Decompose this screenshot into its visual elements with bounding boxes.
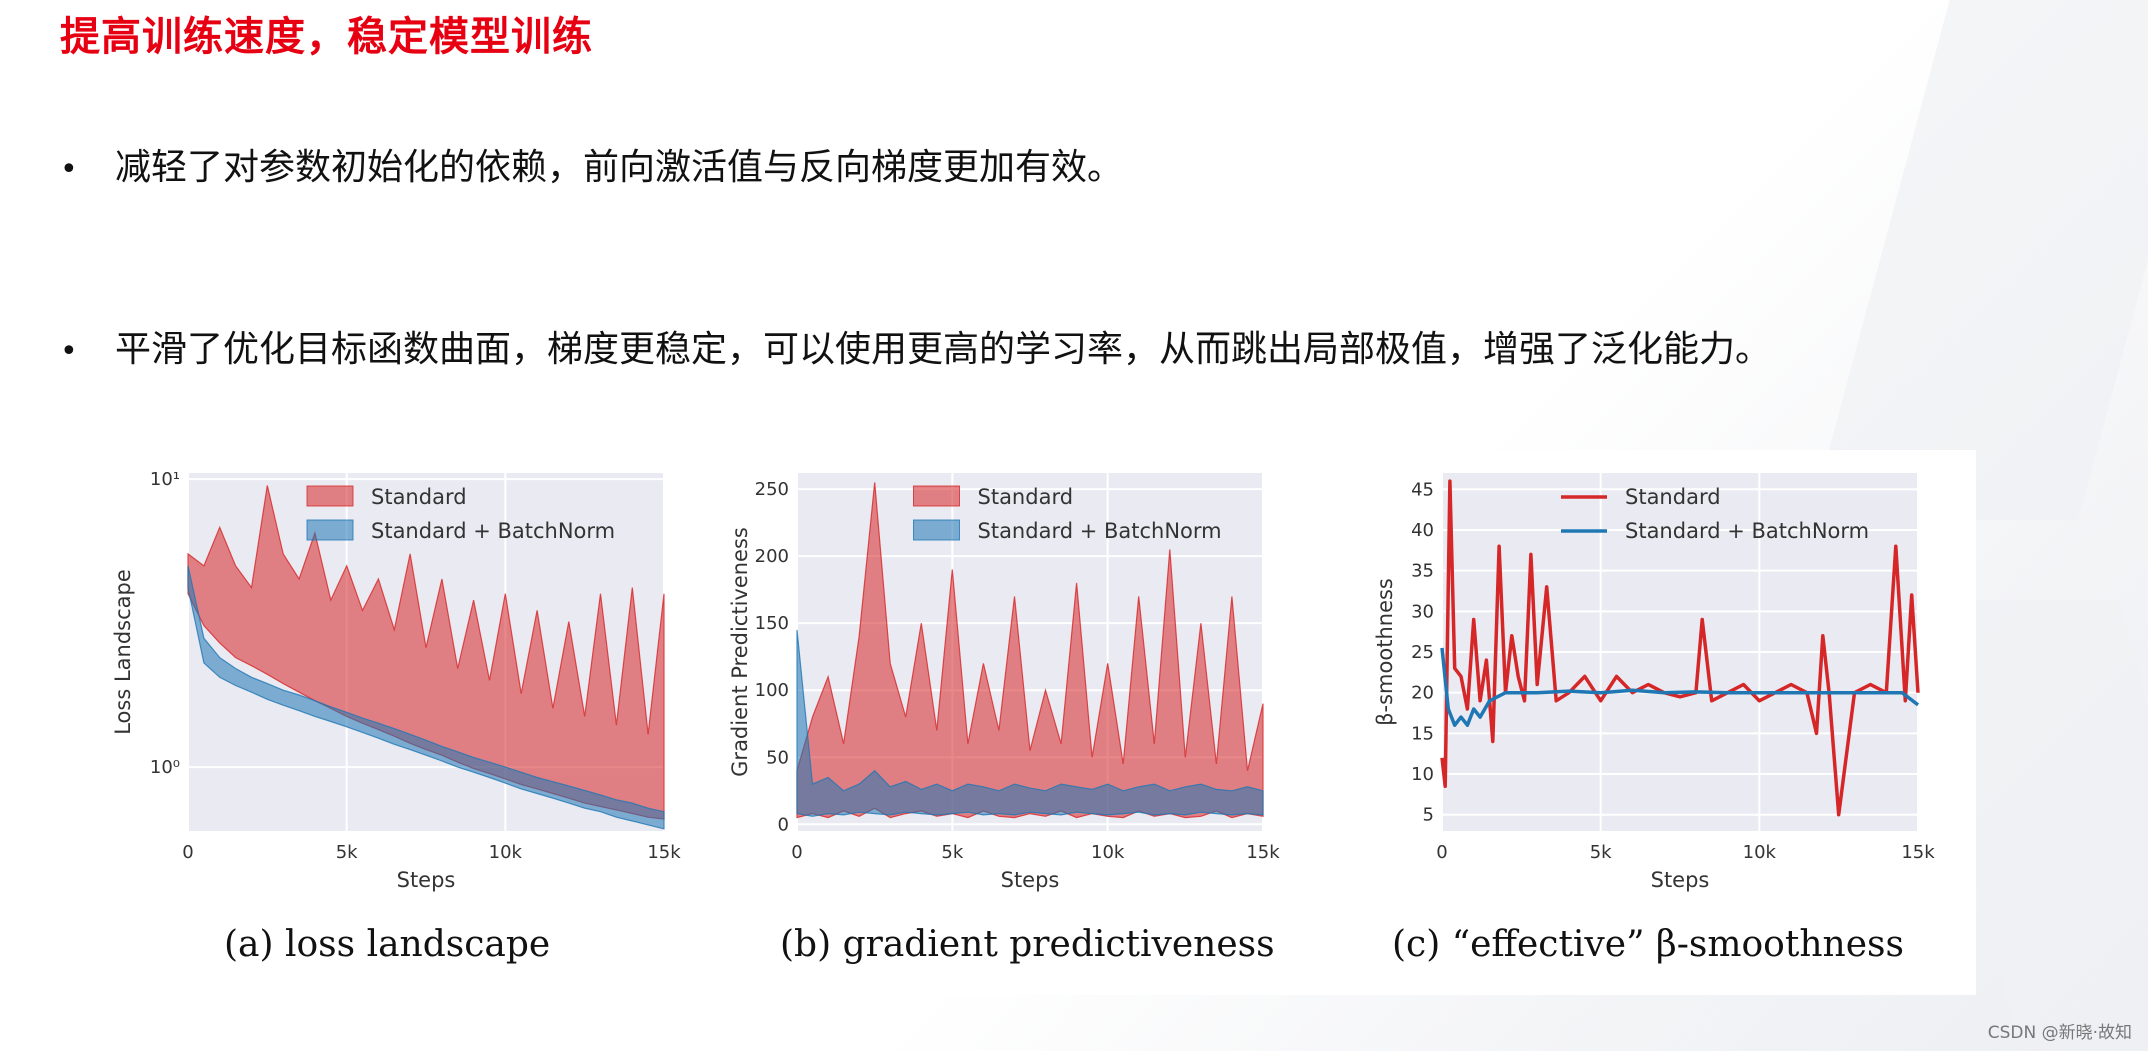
y-tick-label: 50 <box>766 747 789 768</box>
y-tick-label: 15 <box>1411 723 1434 744</box>
x-tick-label: 5k <box>336 842 358 863</box>
series-area-batchnorm <box>187 565 665 830</box>
bullet-point-1: • 减轻了对参数初始化的依赖，前向激活值与反向梯度更加有效。 <box>60 138 1123 190</box>
y-tick-label: 250 <box>755 479 789 500</box>
y-axis-label: Gradient Predictiveness <box>728 527 752 777</box>
x-tick-label: 10k <box>1091 842 1125 863</box>
y-tick-label: 0 <box>778 814 789 835</box>
series-area-standard <box>796 482 1264 819</box>
legend-label: Standard <box>371 485 467 509</box>
y-tick-label: 10⁰ <box>150 757 180 778</box>
background-shape <box>1810 0 2148 520</box>
y-tick-label: 35 <box>1411 561 1434 582</box>
legend-swatch <box>306 519 354 541</box>
legend-swatch <box>913 485 960 507</box>
y-tick-label: 150 <box>755 613 789 634</box>
series-line-batchnorm <box>1440 647 1920 727</box>
chart-beta-smoothness: 0 5k 10k 15k 5 10 15 20 25 30 35 40 45 Steps β-smoothn… <box>1373 473 1935 892</box>
series-area-batchnorm <box>796 629 1264 817</box>
caption-c: (c) “effective” β-smoothness <box>1392 924 1904 965</box>
slide-title: 提高训练速度，稳定模型训练 <box>60 14 593 60</box>
bullet-text: 减轻了对参数初始化的依赖，前向激活值与反向梯度更加有效。 <box>115 147 1124 188</box>
series-line-standard <box>1440 479 1920 817</box>
bullet-point-2: • 平滑了优化目标函数曲面，梯度更稳定，可以使用更高的学习率，从而跳出局部极值，增… <box>60 320 1771 372</box>
legend-label: Standard + BatchNorm <box>1625 519 1869 543</box>
x-tick-label: 0 <box>1436 842 1447 863</box>
bullet-text: 平滑了优化目标函数曲面，梯度更稳定，可以使用更高的学习率，从而跳出局部极值，增强… <box>115 329 1772 370</box>
x-axis-label: Steps <box>1651 868 1710 892</box>
x-axis-label: Steps <box>397 868 456 892</box>
y-tick-label: 10 <box>1411 764 1434 785</box>
y-tick-label: 10¹ <box>150 469 180 490</box>
y-tick-label: 200 <box>755 546 789 567</box>
x-tick-label: 15k <box>1901 842 1935 863</box>
bullet-dot: • <box>60 334 78 369</box>
y-tick-label: 25 <box>1411 642 1434 663</box>
caption-b: (b) gradient predictiveness <box>780 924 1275 965</box>
y-axis-label: β-smoothness <box>1373 578 1397 726</box>
x-tick-label: 15k <box>647 842 681 863</box>
legend-label: Standard + BatchNorm <box>371 519 615 543</box>
y-tick-label: 5 <box>1423 805 1434 826</box>
x-tick-label: 0 <box>182 842 193 863</box>
y-axis-label: Loss Landscape <box>111 569 135 735</box>
y-tick-label: 45 <box>1411 479 1434 500</box>
legend-swatch <box>306 485 354 507</box>
legend-label: Standard <box>978 485 1074 509</box>
watermark: CSDN @新晓·故知 <box>1987 1023 2132 1043</box>
y-tick-label: 30 <box>1411 601 1434 622</box>
chart-loss-landscape: 0 5k 10k 15k 10⁰ 10¹ Steps Loss Landscape Standa… <box>111 469 681 892</box>
y-tick-label: 100 <box>755 680 789 701</box>
x-tick-label: 10k <box>489 842 523 863</box>
x-axis-label: Steps <box>1001 868 1060 892</box>
x-tick-label: 5k <box>941 842 963 863</box>
y-tick-label: 20 <box>1411 683 1434 704</box>
x-tick-label: 15k <box>1246 842 1280 863</box>
legend-swatch <box>913 519 960 541</box>
legend-label: Standard + BatchNorm <box>978 519 1222 543</box>
caption-a: (a) loss landscape <box>224 924 551 965</box>
y-tick-label: 40 <box>1411 520 1434 541</box>
x-tick-label: 0 <box>791 842 802 863</box>
x-tick-label: 10k <box>1743 842 1777 863</box>
bullet-dot: • <box>60 152 78 187</box>
legend-label: Standard <box>1625 485 1721 509</box>
x-tick-label: 5k <box>1590 842 1612 863</box>
chart-gradient-predictiveness: 0 5k 10k 15k 0 50 100 150 200 250 Steps Gradient Pr… <box>728 473 1280 892</box>
